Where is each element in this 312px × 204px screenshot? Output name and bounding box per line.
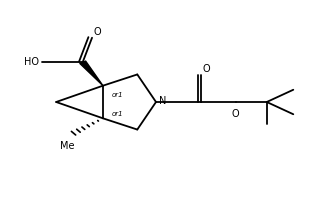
Text: O: O [232, 109, 239, 119]
Text: O: O [94, 27, 101, 37]
Text: or1: or1 [112, 92, 123, 98]
Text: or1: or1 [112, 111, 123, 117]
Polygon shape [80, 61, 103, 86]
Text: O: O [203, 64, 210, 74]
Text: Me: Me [60, 141, 74, 151]
Text: N: N [159, 96, 167, 106]
Text: HO: HO [24, 57, 39, 67]
